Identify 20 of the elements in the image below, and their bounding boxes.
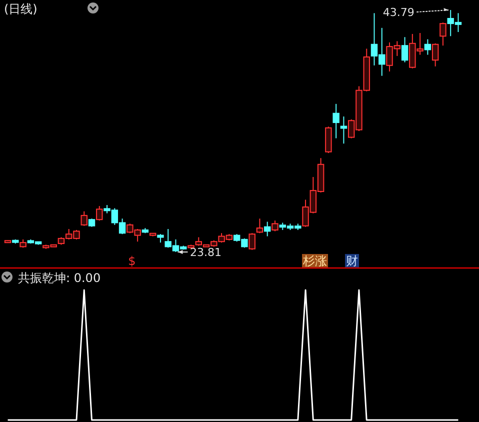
text: $ (128, 254, 136, 268)
chart-title: 共振乾坤: 0.00 (18, 271, 101, 285)
candlestick (256, 218, 264, 234)
candlestick (248, 232, 256, 250)
candlestick (401, 36, 408, 63)
candlestick (440, 22, 446, 46)
annotation: 23.81 (190, 246, 222, 259)
candlestick (340, 116, 348, 144)
text: 杉涨 (302, 254, 327, 268)
candlestick (332, 103, 340, 139)
candlestick (272, 220, 278, 232)
text: 财 (346, 254, 358, 268)
candlestick (80, 210, 88, 226)
annotation: 43.79 (382, 6, 414, 19)
candlestick (96, 206, 103, 222)
candlestick (424, 38, 432, 56)
candlestick (264, 221, 271, 237)
candlestick (432, 42, 439, 67)
chart-title: (日线) (4, 2, 38, 16)
candlestick (325, 126, 332, 154)
